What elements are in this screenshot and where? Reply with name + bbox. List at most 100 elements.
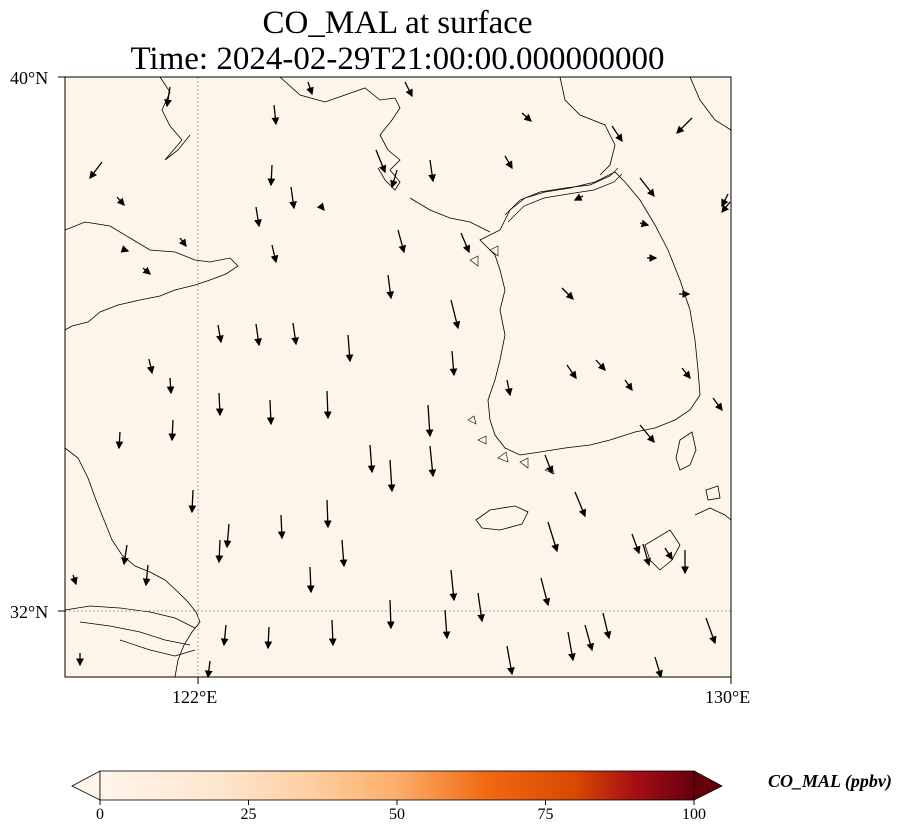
colorbar-label: CO_MAL (ppbv): [768, 771, 892, 791]
japan-fragments: [644, 431, 731, 571]
wind-arrow: [291, 322, 299, 346]
wind-arrow: [375, 149, 387, 174]
wind-arrow: [306, 81, 314, 96]
wind-arrow: [254, 323, 262, 347]
wind-arrow: [215, 539, 224, 564]
coastline-shandong-south: [65, 447, 201, 677]
wind-arrow: [168, 419, 177, 442]
lat-label-32: 32°N: [10, 602, 49, 622]
wind-arrow: [639, 177, 655, 198]
wind-arrow: [220, 624, 229, 647]
colorbar: [71, 770, 723, 805]
wind-arrow: [121, 544, 129, 566]
wind-arrow: [506, 645, 515, 676]
wind-arrow: [397, 229, 407, 254]
wind-arrow: [188, 489, 197, 514]
wind-arrow: [561, 287, 574, 300]
wind-arrow: [166, 377, 175, 395]
wind-arrow: [544, 454, 554, 475]
wind-arrow: [289, 186, 297, 210]
wind-arrow: [270, 244, 279, 264]
colorbar-gradient: [99, 770, 695, 801]
wind-arrow: [595, 359, 606, 371]
wind-arrow: [254, 206, 262, 228]
wind-arrow: [624, 379, 633, 392]
wind-arrow: [721, 201, 731, 214]
wind-arrow: [367, 444, 376, 474]
chart-title-line1: CO_MAL at surface: [262, 5, 533, 41]
wind-arrow: [611, 125, 623, 143]
wind-arrow: [386, 599, 395, 630]
wind-arrow: [178, 237, 187, 248]
wind-arrow: [116, 196, 125, 206]
colorbar-extend-low: [71, 770, 101, 801]
wind-arrow: [654, 656, 663, 677]
wind-arrow: [602, 612, 612, 640]
wind-arrow: [215, 392, 224, 417]
colorbar-tick-label-100: 100: [682, 806, 706, 823]
wind-arrow: [642, 543, 651, 567]
chart-title-line2: Time: 2024-02-29T21:00:00.000000000: [130, 41, 665, 77]
wind-arrow: [639, 424, 655, 444]
colorbar-tick-label-75: 75: [537, 806, 554, 823]
yangtze-estuary: [65, 605, 196, 657]
wind-arrow: [323, 390, 332, 420]
wind-arrow: [345, 334, 354, 363]
wind-arrow: [584, 624, 595, 652]
wind-arrow: [450, 299, 461, 330]
wind-arrow: [70, 574, 78, 586]
wind-arrow: [567, 631, 576, 662]
wind-arrow: [566, 364, 577, 380]
wind-arrow: [386, 274, 395, 300]
jeju-island: [475, 505, 529, 531]
lon-label-122: 122°E: [172, 687, 218, 707]
wind-arrow: [142, 266, 151, 275]
wind-arrow: [204, 660, 213, 677]
wind-arrow: [631, 533, 641, 555]
wind-arrow: [387, 459, 396, 493]
map-frame: [64, 76, 732, 678]
colorbar-tick-label-50: 50: [389, 806, 405, 823]
wind-arrow: [428, 445, 437, 478]
coastline-northkorea: [409, 77, 731, 233]
wind-arrow: [142, 564, 151, 587]
wind-arrow: [721, 193, 729, 208]
wind-arrow: [425, 404, 434, 438]
wind-arrow: [266, 399, 275, 426]
lon-label-130: 130°E: [705, 687, 751, 707]
wind-arrow: [146, 358, 155, 375]
wind-arrow: [547, 521, 559, 553]
coastline-korea: [479, 171, 701, 456]
wind-arrow: [460, 232, 471, 254]
wind-arrow: [705, 617, 717, 645]
wind-arrow: [676, 117, 693, 134]
wind-arrow: [328, 619, 337, 647]
wind-arrow: [449, 569, 458, 602]
colorbar-extend-high: [693, 770, 723, 801]
wind-arrow: [316, 202, 325, 212]
wind-arrow: [504, 379, 513, 397]
wind-arrow: [216, 324, 224, 344]
wind-arrow: [449, 350, 458, 377]
wind-arrow: [504, 155, 513, 170]
wind-arrow: [164, 86, 172, 108]
lat-label-40: 40°N: [10, 68, 49, 88]
wind-arrow: [339, 539, 348, 568]
wind-arrow: [89, 161, 103, 180]
wind-arrow: [573, 193, 584, 201]
wind-arrow: [271, 104, 280, 126]
coastline-china: [65, 221, 239, 331]
wind-arrow: [639, 219, 650, 228]
wind-arrow: [115, 431, 124, 450]
wind-arrow: [574, 491, 587, 518]
colorbar-tick-label-0: 0: [96, 806, 104, 823]
wind-arrow: [267, 164, 276, 187]
wind-arrow: [323, 499, 332, 529]
border-line: [504, 167, 623, 223]
wind-arrow: [442, 609, 451, 640]
wind-arrow: [521, 112, 532, 122]
wind-arrow: [712, 397, 723, 412]
wind-vectors: [70, 81, 731, 677]
wind-arrow: [120, 245, 130, 253]
